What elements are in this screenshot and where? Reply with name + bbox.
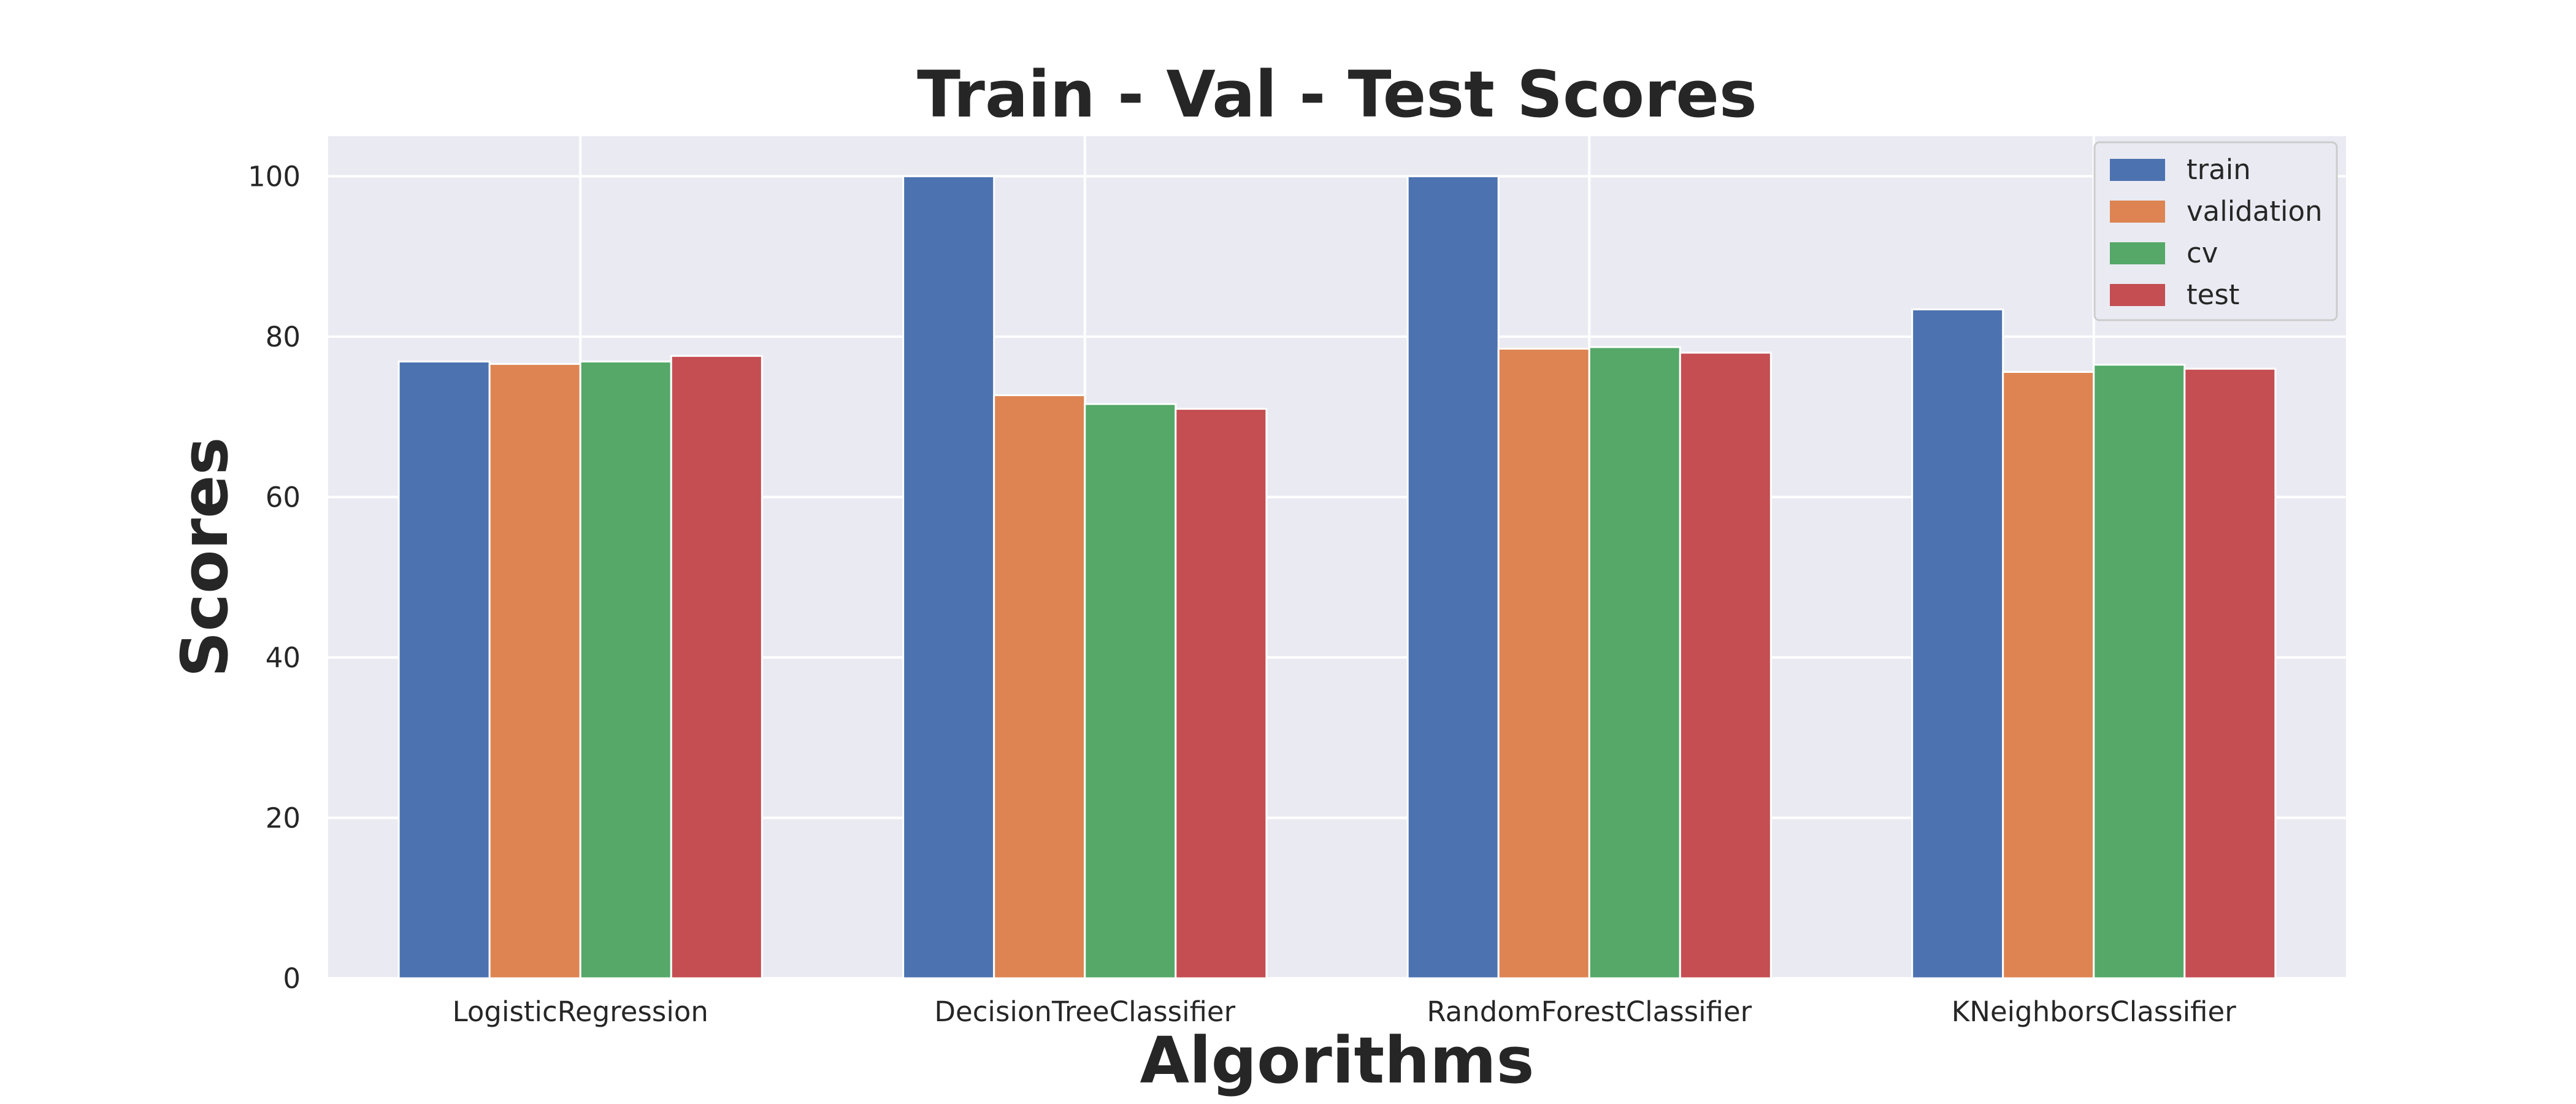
bar-train-1 bbox=[902, 175, 995, 979]
legend-box bbox=[2093, 141, 2338, 321]
legend-swatch-cv bbox=[2110, 242, 2165, 264]
legend-swatch-test bbox=[2110, 284, 2165, 306]
y-tick-label-0: 0 bbox=[283, 962, 301, 995]
x-tick-label-2: RandomForestClassifier bbox=[1427, 995, 1752, 1028]
x-tick-label-0: LogisticRegression bbox=[453, 995, 708, 1028]
x-axis-ticks: LogisticRegression DecisionTreeClassifier… bbox=[453, 995, 2237, 1028]
y-axis-ticks: 0 20 40 60 80 100 bbox=[248, 160, 301, 995]
bar-train-2 bbox=[1406, 175, 1500, 979]
legend: train validation cv test bbox=[2093, 141, 2338, 321]
bar-cv-2 bbox=[1588, 346, 1681, 979]
y-axis-label: Scores bbox=[167, 437, 242, 678]
bar-test-2 bbox=[1679, 351, 1772, 979]
x-tick-label-3: KNeighborsClassifier bbox=[1952, 995, 2236, 1028]
bar-validation-3 bbox=[2002, 370, 2095, 979]
y-tick-label-2: 40 bbox=[266, 642, 301, 674]
bar-cv-0 bbox=[579, 360, 672, 979]
bar-test-0 bbox=[670, 355, 763, 979]
bar-cv-3 bbox=[2093, 364, 2186, 979]
bar-test-1 bbox=[1175, 408, 1268, 979]
y-tick-label-4: 80 bbox=[266, 321, 301, 353]
bar-cv-1 bbox=[1084, 403, 1177, 979]
bar-train-0 bbox=[397, 360, 491, 979]
bar-train-3 bbox=[1911, 308, 2004, 979]
legend-swatch-validation bbox=[2110, 201, 2165, 223]
y-tick-label-1: 20 bbox=[266, 802, 301, 834]
x-tick-label-1: DecisionTreeClassifier bbox=[934, 995, 1235, 1028]
bar-validation-1 bbox=[993, 394, 1086, 979]
legend-label-test: test bbox=[2187, 278, 2239, 311]
bar-validation-0 bbox=[488, 362, 581, 979]
bars bbox=[397, 175, 2277, 979]
x-axis-label: Algorithms bbox=[1140, 1023, 1535, 1098]
legend-swatch-train bbox=[2110, 159, 2165, 181]
y-tick-label-5: 100 bbox=[248, 160, 301, 193]
legend-label-cv: cv bbox=[2187, 237, 2218, 269]
bar-validation-2 bbox=[1497, 348, 1590, 979]
bar-test-3 bbox=[2183, 367, 2277, 979]
y-tick-label-3: 60 bbox=[266, 481, 301, 513]
chart-title: Train - Val - Test Scores bbox=[917, 57, 1757, 132]
legend-label-validation: validation bbox=[2187, 195, 2323, 228]
legend-label-train: train bbox=[2187, 153, 2251, 186]
